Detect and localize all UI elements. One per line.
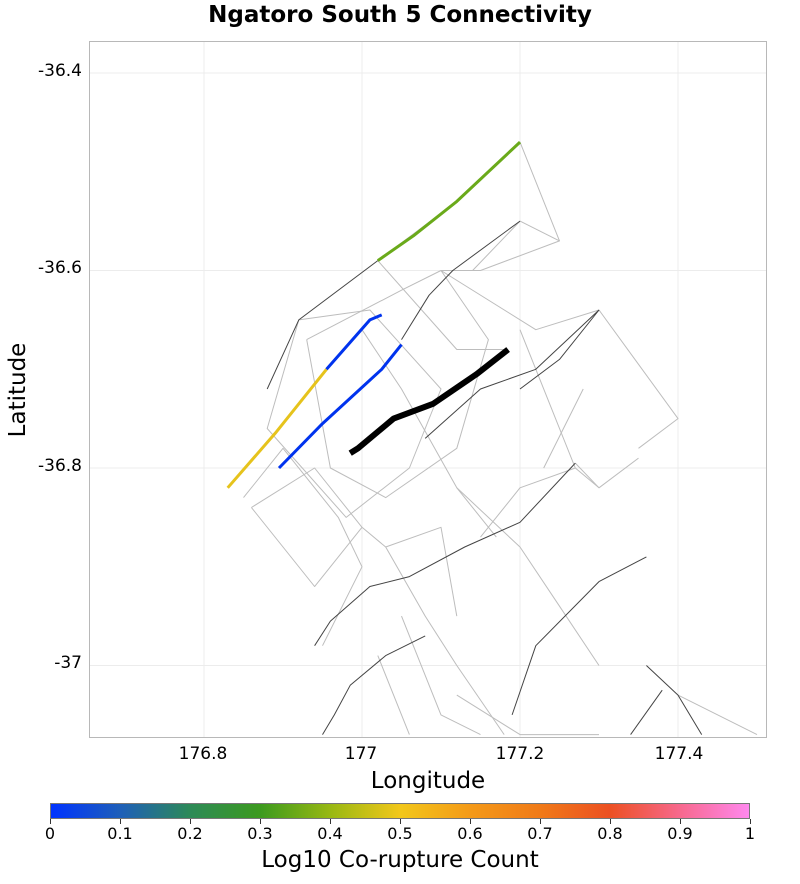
fault-outline: [385, 546, 505, 735]
x-tick-label: 176.8: [178, 744, 228, 764]
colorbar-tick-label: 0.8: [597, 824, 623, 843]
colorbar-tick-mark: [750, 819, 751, 824]
fault-trace: [401, 220, 521, 340]
fault-outline: [266, 309, 442, 518]
target-fault-section: [348, 347, 510, 456]
fault-trace: [519, 309, 600, 390]
colorbar-tick-mark: [120, 819, 121, 824]
fault-trace: [511, 556, 647, 716]
colorbar-tick-label: 0.3: [247, 824, 273, 843]
colorbar-tick-mark: [260, 819, 261, 824]
fault-trace: [314, 462, 576, 646]
colorbar: [50, 803, 750, 819]
fault-outline: [361, 526, 458, 617]
map-canvas: [90, 42, 766, 737]
fault-trace: [646, 665, 703, 735]
fault-outline: [574, 457, 639, 489]
y-tick-label: -36.8: [38, 456, 82, 476]
fault-trace: [630, 689, 663, 735]
corupture-section: [277, 343, 403, 470]
colorbar-tick-label: 0.9: [667, 824, 693, 843]
fault-outline: [401, 615, 481, 736]
colorbar-tick-mark: [190, 819, 191, 824]
colorbar-tick-label: 0.2: [177, 824, 203, 843]
colorbar-tick-mark: [50, 819, 51, 824]
colorbar-tick-mark: [330, 819, 331, 824]
fault-outline: [377, 141, 560, 271]
colorbar-tick-label: 1: [744, 824, 756, 843]
colorbar-tick-mark: [610, 819, 611, 824]
fault-trace: [266, 260, 379, 390]
colorbar-tick-mark: [400, 819, 401, 824]
fault-outline: [456, 694, 599, 736]
colorbar-tick-label: 0.5: [387, 824, 413, 843]
fault-outline: [243, 447, 363, 646]
fault-outline: [677, 694, 758, 736]
colorbar-tick-label: 0.1: [107, 824, 133, 843]
y-axis-label: Latitude: [5, 342, 31, 438]
fault-outline: [480, 467, 576, 538]
colorbar-tick-label: 0.4: [317, 824, 343, 843]
fault-outline: [361, 329, 497, 538]
fault-outline: [456, 487, 600, 666]
x-tick-label: 177: [344, 744, 378, 764]
colorbar-tick-mark: [680, 819, 681, 824]
corupture-section: [376, 141, 522, 262]
colorbar-tick-label: 0.6: [457, 824, 483, 843]
fault-outline: [543, 388, 584, 469]
corupture-section: [226, 368, 328, 489]
fault-trace: [322, 635, 426, 735]
fault-outline: [519, 329, 600, 489]
y-tick-label: -37: [54, 653, 82, 673]
map-plot-area[interactable]: [89, 41, 767, 738]
x-tick-label: 177.2: [495, 744, 545, 764]
x-tick-label: 177.4: [654, 744, 704, 764]
colorbar-tick-mark: [540, 819, 541, 824]
fault-outline: [377, 655, 410, 735]
colorbar-tick-label: 0: [44, 824, 56, 843]
y-tick-label: -36.4: [38, 61, 82, 81]
colorbar-tick-mark: [470, 819, 471, 824]
colorbar-tick-label: 0.7: [527, 824, 553, 843]
y-tick-label: -36.6: [38, 258, 82, 278]
colorbar-label: Log10 Co-rupture Count: [261, 847, 539, 873]
fault-outline: [306, 270, 489, 499]
chart-title: Ngatoro South 5 Connectivity: [208, 2, 592, 28]
fault-outline: [377, 260, 505, 350]
corupture-section: [325, 313, 383, 371]
fault-trace: [424, 309, 600, 439]
fault-outline: [251, 467, 363, 587]
x-axis-label: Longitude: [370, 768, 486, 794]
